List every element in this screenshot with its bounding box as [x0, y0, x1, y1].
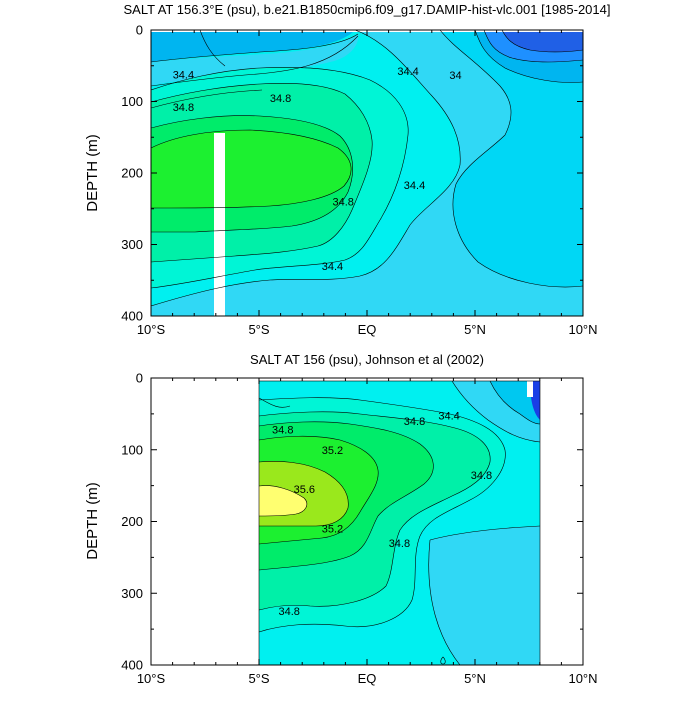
top-contour-line [474, 30, 583, 83]
contour-label: 34.8 [404, 416, 425, 428]
y-tick-label: 200 [121, 514, 143, 529]
y-tick-label: 200 [121, 166, 143, 181]
bottom-contour-line [258, 397, 506, 633]
top-missing-data-band [214, 133, 225, 316]
bottom-contour-fill: 34.8 35.2 35.6 34.8 34.4 34.8 35.2 34.8 34.8 [151, 378, 583, 665]
bottom-gap-ne [527, 381, 533, 397]
top-contour-line [199, 30, 226, 67]
top-contour-line [151, 129, 352, 209]
top-region-35-2 [151, 130, 352, 208]
bottom-contour-lines [258, 380, 541, 665]
y-tick-label: 400 [121, 309, 143, 324]
x-tick-label: 5°S [248, 671, 269, 686]
x-tick-label: EQ [358, 671, 377, 686]
top-x-axis: 10°S 5°S EQ 5°N 10°N [137, 30, 598, 337]
contour-label: 35.6 [294, 484, 315, 496]
bottom-contour-line [258, 397, 291, 408]
bottom-contour-labels: 34.8 35.2 35.6 34.8 34.4 34.8 35.2 34.8 34.8 [272, 410, 492, 618]
top-contour-line [151, 67, 409, 289]
top-contour-line [151, 89, 263, 109]
bottom-contour-line [489, 380, 541, 425]
y-tick-label: 0 [136, 371, 143, 386]
bottom-contour-line [451, 380, 541, 443]
bottom-contour-line [258, 485, 308, 517]
bottom-x-axis: 10°S 5°S EQ 5°N 10°N [137, 378, 598, 686]
top-region-34-0-east [440, 30, 583, 287]
y-tick-label: 400 [121, 658, 143, 673]
contour-label: 34.4 [404, 180, 425, 192]
contour-label: 34.8 [471, 470, 492, 482]
x-tick-label: 5°N [464, 322, 486, 337]
x-tick-label: 10°S [137, 671, 166, 686]
top-y-axis: 0 100 200 300 400 [121, 23, 583, 324]
x-tick-label: EQ [358, 322, 377, 337]
panel-top: SALT AT 156.3°E (psu), b.e21.B1850cmip6.… [84, 2, 610, 337]
contour-label: 34.4 [322, 261, 343, 273]
contour-label: 34.4 [397, 66, 418, 78]
contour-label: 35.2 [322, 524, 343, 536]
x-tick-label: 5°S [248, 322, 269, 337]
contour-label: 34.8 [389, 538, 410, 550]
x-tick-label: 10°S [137, 322, 166, 337]
bottom-y-axis-label: DEPTH (m) [84, 482, 101, 560]
contour-label: 34.8 [333, 197, 354, 209]
top-y-axis-label: DEPTH (m) [84, 134, 101, 212]
x-tick-label: 10°N [568, 671, 597, 686]
top-contour-fill: 34.4 34.8 34.8 34.4 34 34.8 34.4 34.4 [151, 30, 583, 316]
contour-label: 34.8 [279, 606, 300, 618]
top-contour-lines [151, 30, 583, 307]
contour-label: 34.8 [270, 93, 291, 105]
y-tick-label: 100 [121, 442, 143, 457]
y-tick-label: 0 [136, 23, 143, 38]
x-tick-label: 5°N [464, 671, 486, 686]
top-title: SALT AT 156.3°E (psu), b.e21.B1850cmip6.… [124, 2, 611, 17]
top-region-33-2 [502, 30, 583, 52]
y-tick-label: 300 [121, 237, 143, 252]
top-contour-line [151, 33, 359, 63]
bottom-data-bounds [258, 380, 541, 665]
bottom-y-axis: 0 100 200 300 400 [121, 371, 583, 673]
bottom-region-east-fresh [428, 526, 540, 665]
bottom-contour-line [258, 461, 349, 527]
bottom-contour-line [429, 525, 541, 541]
contour-label: 34.8 [173, 102, 194, 114]
top-contour-line [151, 83, 373, 263]
contour-label: 34 [449, 70, 461, 82]
y-tick-label: 300 [121, 586, 143, 601]
bottom-contour-line [440, 656, 446, 665]
top-contour-line [151, 115, 353, 233]
top-contour-line [501, 30, 583, 53]
top-region-surface-fresh2 [151, 34, 359, 86]
top-contour-line [151, 30, 461, 307]
contour-label: 34.4 [173, 69, 194, 81]
bottom-contour-line [428, 539, 461, 665]
top-contour-line [483, 30, 583, 63]
bottom-title: SALT AT 156 (psu), Johnson et al (2002) [250, 352, 484, 367]
bottom-contour-line [258, 411, 491, 611]
top-contour-labels: 34.4 34.8 34.8 34.4 34 34.8 34.4 34.4 [173, 66, 462, 273]
bottom-contour-line [258, 421, 434, 571]
y-tick-label: 100 [121, 94, 143, 109]
x-tick-label: 10°N [568, 322, 597, 337]
top-region-surface-fresh [151, 30, 355, 62]
contour-label: 34.8 [272, 425, 293, 437]
contour-label: 34.4 [438, 410, 459, 422]
top-contour-line [439, 30, 583, 288]
bottom-contour-line [258, 435, 379, 545]
bottom-region-35-6 [259, 485, 307, 516]
contour-label: 35.2 [322, 445, 343, 457]
panel-bottom: SALT AT 156 (psu), Johnson et al (2002) [84, 352, 598, 686]
top-contour-line [151, 35, 359, 87]
